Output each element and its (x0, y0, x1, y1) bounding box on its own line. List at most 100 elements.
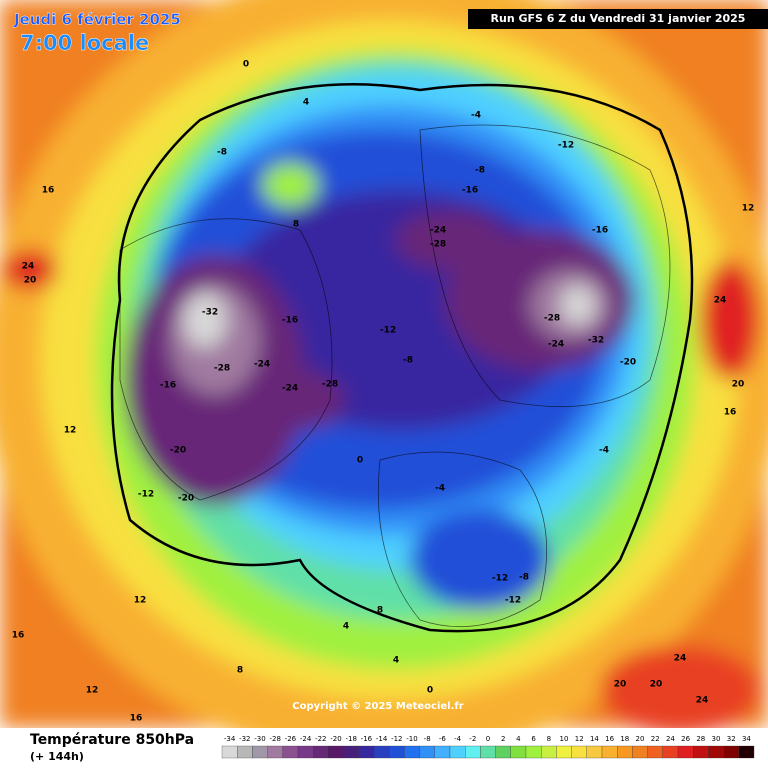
scale-label: -20 (330, 735, 341, 743)
contour-label: -8 (403, 356, 413, 366)
scale-label: 4 (516, 735, 521, 743)
scale-swatch (617, 745, 633, 759)
scale-label: 30 (712, 735, 721, 743)
scale-label: -2 (469, 735, 476, 743)
contour-label: -24 (282, 384, 298, 394)
contour-label: 20 (732, 380, 745, 390)
contour-labels: -32 -28 -24 -20 -16 -12 -20 -16 -28 -24 -28 -24 -16 -… (12, 60, 755, 724)
contour-label: -24 (254, 360, 270, 370)
freezing-contour (110, 83, 694, 633)
scale-swatch (556, 745, 572, 759)
contour-label: -12 (138, 490, 154, 500)
scale-swatch (677, 745, 694, 759)
contour-label: 24 (714, 296, 727, 306)
scale-label: 8 (547, 735, 551, 743)
scale-label: -14 (376, 735, 388, 743)
contour-label: 8 (377, 606, 383, 616)
scale-swatch (708, 745, 724, 759)
contour-label: 12 (742, 204, 755, 214)
contour-label: -16 (592, 226, 608, 236)
scale-label: -4 (454, 735, 462, 743)
contour-label: 16 (42, 186, 55, 196)
scale-swatch (571, 745, 587, 759)
scale-label: 18 (620, 735, 629, 743)
scale-label: 16 (605, 735, 614, 743)
color-scale: -34 -32 -30 -28 -26 -24 -22 -20 -18 -16 -14 -12 -10-… (221, 735, 755, 759)
contour-label: 16 (12, 631, 25, 641)
contour-label: -4 (435, 484, 445, 494)
scale-label: -30 (254, 735, 265, 743)
contour-label: -4 (599, 446, 609, 456)
scale-swatch (449, 745, 466, 759)
scale-swatch (723, 745, 739, 759)
scale-swatch (480, 745, 496, 759)
scale-label: -8 (424, 735, 431, 743)
scale-swatch (282, 745, 299, 759)
footer-title: Température 850hPa (30, 732, 194, 748)
contour-label: -32 (202, 308, 218, 318)
contour-label: -4 (471, 111, 481, 121)
contour-label: -12 (380, 326, 396, 336)
contour-label: -16 (160, 381, 176, 391)
scale-swatch (389, 745, 405, 759)
scale-swatch (738, 745, 755, 759)
contour-label: -12 (558, 141, 574, 151)
scale-swatch (693, 745, 709, 759)
scale-swatch (510, 745, 527, 759)
scale-label: -32 (239, 735, 250, 743)
scale-label: -34 (224, 735, 236, 743)
scale-swatch (525, 745, 542, 759)
scale-swatch (373, 745, 390, 759)
contour-label: -12 (505, 596, 521, 606)
forecast-date: Jeudi 6 février 2025 (13, 11, 181, 29)
scale-label: 14 (590, 735, 599, 743)
scale-swatch (541, 745, 557, 759)
scale-label: -28 (269, 735, 280, 743)
contour-label: 24 (696, 696, 709, 706)
contour-label: 24 (674, 654, 687, 664)
contour-label: 16 (724, 408, 737, 418)
contour-label: 8 (293, 220, 299, 230)
scale-swatch (313, 745, 329, 759)
contour-label: 12 (64, 426, 77, 436)
contour-label: -8 (519, 573, 529, 583)
contour-label: 4 (393, 656, 399, 666)
run-banner (468, 9, 768, 29)
scale-swatch (495, 745, 511, 759)
scale-label: -16 (361, 735, 373, 743)
contour-label: 0 (243, 60, 249, 70)
contour-label: -8 (217, 148, 227, 158)
coastlines (119, 124, 671, 628)
scale-swatch (632, 745, 648, 759)
contour-label: 20 (24, 276, 37, 286)
contour-label: -8 (475, 166, 485, 176)
contour-label: -16 (282, 316, 298, 326)
scale-label: 26 (681, 735, 690, 743)
scale-swatch (419, 745, 435, 759)
scale-label: 22 (651, 735, 660, 743)
scale-swatch (328, 745, 344, 759)
scale-swatch (237, 745, 253, 759)
scale-swatch (252, 745, 268, 759)
contour-label: 0 (427, 686, 433, 696)
scale-swatch (358, 745, 375, 759)
contour-label: 12 (86, 686, 99, 696)
scale-label: 6 (531, 735, 536, 743)
contour-label: 12 (134, 596, 147, 606)
contour-label: 0 (357, 456, 363, 466)
scale-swatch (601, 745, 618, 759)
scale-label: 0 (486, 735, 490, 743)
scale-label: -24 (300, 735, 312, 743)
scale-swatch (586, 745, 603, 759)
contour-label: -24 (548, 340, 564, 350)
scale-swatch (465, 745, 481, 759)
scale-label: 20 (636, 735, 645, 743)
contour-label: 20 (614, 680, 627, 690)
scale-label: -18 (345, 735, 356, 743)
run-info: Run GFS 6 Z du Vendredi 31 janvier 2025 (491, 12, 746, 25)
contour-label: -28 (322, 380, 338, 390)
contour-label: -32 (588, 336, 604, 346)
contour-label: -20 (178, 494, 194, 504)
scale-swatch (434, 745, 451, 759)
